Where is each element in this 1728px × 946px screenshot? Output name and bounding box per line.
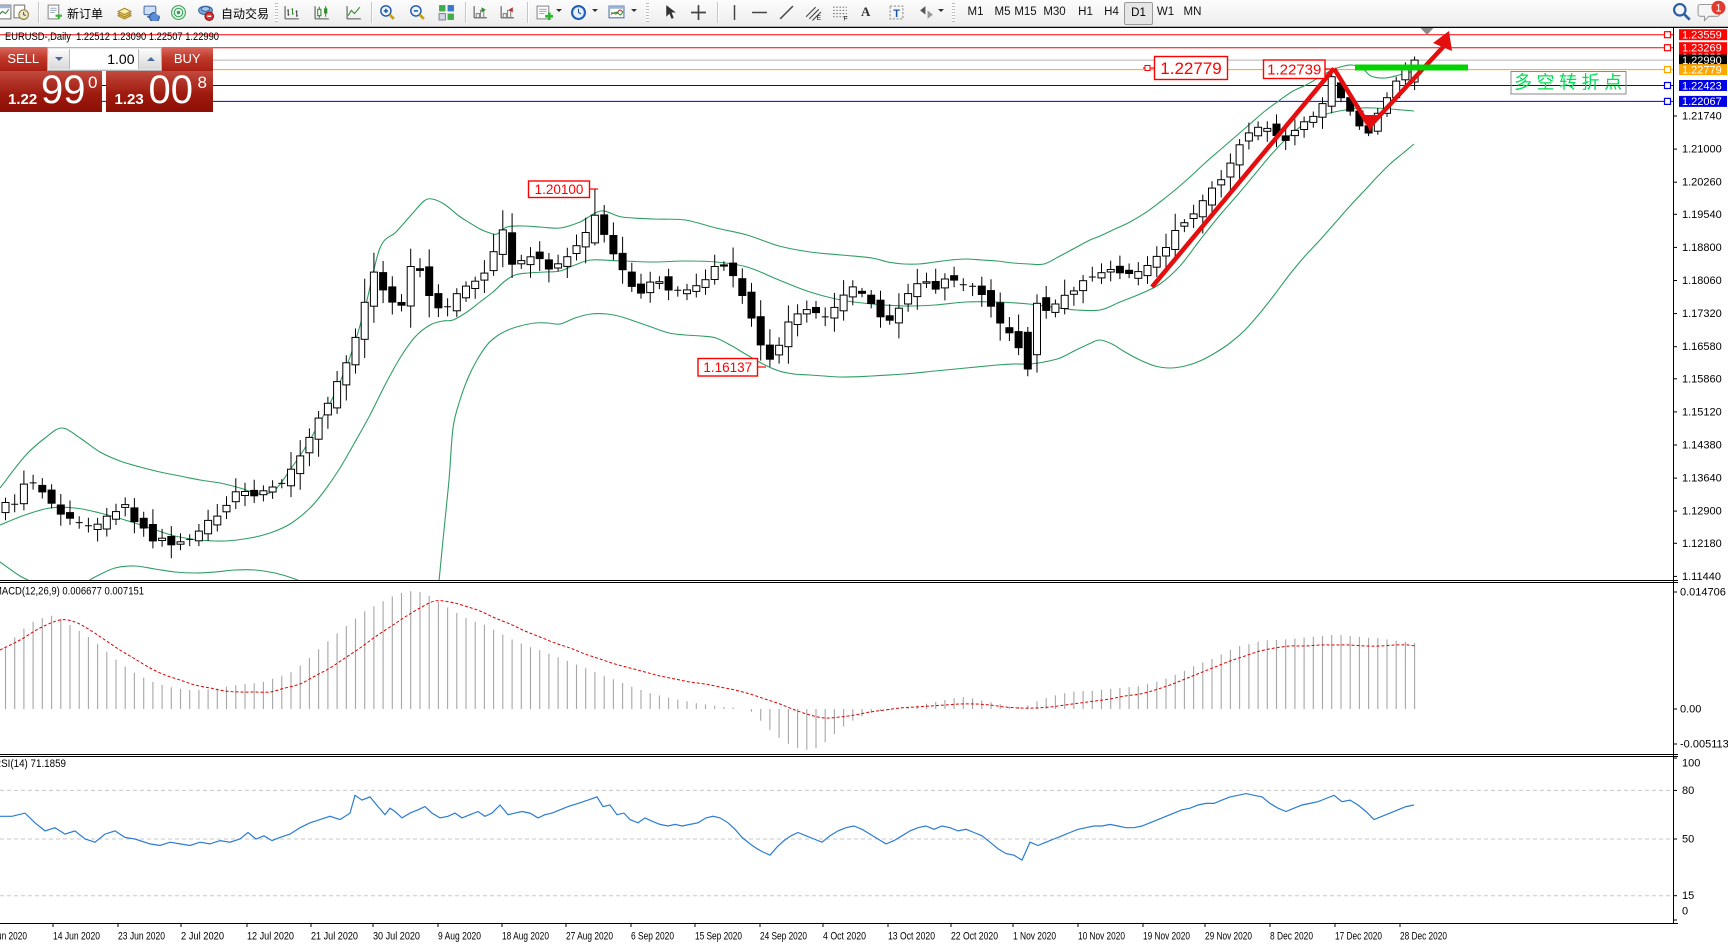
svg-text:1.12180: 1.12180 xyxy=(1682,538,1722,550)
svg-text:15: 15 xyxy=(1682,890,1694,902)
svg-text:1.22990: 1.22990 xyxy=(1682,55,1722,67)
svg-text:1.15120: 1.15120 xyxy=(1682,406,1722,418)
svg-text:100: 100 xyxy=(1682,758,1700,770)
svg-text:24 Sep 2020: 24 Sep 2020 xyxy=(760,931,807,943)
svg-text:29 Nov 2020: 29 Nov 2020 xyxy=(1205,931,1252,943)
svg-text:2 Jul 2020: 2 Jul 2020 xyxy=(181,931,224,943)
svg-text:1.22067: 1.22067 xyxy=(1682,96,1722,108)
svg-text:1.22779: 1.22779 xyxy=(1160,59,1221,78)
svg-text:50: 50 xyxy=(1682,834,1694,846)
svg-text:1.20100: 1.20100 xyxy=(535,182,584,197)
svg-text:un 2020: un 2020 xyxy=(0,931,27,943)
svg-text:18 Aug 2020: 18 Aug 2020 xyxy=(502,931,549,943)
svg-text:8 Dec 2020: 8 Dec 2020 xyxy=(1270,931,1313,943)
svg-text:1.22423: 1.22423 xyxy=(1682,80,1722,92)
svg-text:1.13640: 1.13640 xyxy=(1682,473,1722,485)
svg-text:1.18800: 1.18800 xyxy=(1682,242,1722,254)
svg-text:1.22779: 1.22779 xyxy=(1682,64,1722,76)
svg-text:80: 80 xyxy=(1682,785,1694,797)
svg-text:15 Sep 2020: 15 Sep 2020 xyxy=(695,931,742,943)
svg-text:28 Dec 2020: 28 Dec 2020 xyxy=(1400,931,1447,943)
svg-text:1.17320: 1.17320 xyxy=(1682,308,1722,320)
svg-text:1.16580: 1.16580 xyxy=(1682,341,1722,353)
svg-text:9 Aug 2020: 9 Aug 2020 xyxy=(438,931,481,943)
svg-text:23 Jun 2020: 23 Jun 2020 xyxy=(118,931,165,943)
svg-text:1.18060: 1.18060 xyxy=(1682,275,1722,287)
svg-text:0.00: 0.00 xyxy=(1680,704,1701,716)
svg-text:1: 1 xyxy=(1715,2,1721,14)
svg-text:1.15860: 1.15860 xyxy=(1682,373,1722,385)
svg-text:1.20260: 1.20260 xyxy=(1682,177,1722,189)
svg-text:1.19540: 1.19540 xyxy=(1682,209,1722,221)
svg-text:0.014706: 0.014706 xyxy=(1680,587,1726,599)
svg-text:1.11440: 1.11440 xyxy=(1682,571,1721,583)
svg-text:EURUSD-,Daily 1.22512 1.23090: EURUSD-,Daily 1.22512 1.23090 1.22507 1.… xyxy=(5,31,219,43)
svg-text:27 Aug 2020: 27 Aug 2020 xyxy=(566,931,613,943)
svg-text:12 Jul 2020: 12 Jul 2020 xyxy=(247,931,294,943)
svg-text:1.23269: 1.23269 xyxy=(1682,43,1722,55)
svg-text:1 Nov 2020: 1 Nov 2020 xyxy=(1013,931,1056,943)
svg-text:多空转折点: 多空转折点 xyxy=(1514,73,1622,93)
svg-text:1.14380: 1.14380 xyxy=(1682,440,1722,452)
svg-text:1.23559: 1.23559 xyxy=(1682,30,1722,42)
svg-text:-0.005113: -0.005113 xyxy=(1680,739,1728,751)
svg-text:1.22739: 1.22739 xyxy=(1267,62,1321,79)
svg-text:10 Nov 2020: 10 Nov 2020 xyxy=(1078,931,1125,943)
svg-text:13 Oct 2020: 13 Oct 2020 xyxy=(888,931,935,943)
svg-text:21 Jul 2020: 21 Jul 2020 xyxy=(311,931,358,943)
svg-text:MACD(12,26,9) 0.006677 0.00715: MACD(12,26,9) 0.006677 0.007151 xyxy=(0,586,144,598)
svg-text:T: T xyxy=(893,8,900,20)
svg-text:1.12900: 1.12900 xyxy=(1682,506,1722,518)
svg-text:30 Jul 2020: 30 Jul 2020 xyxy=(373,931,420,943)
svg-text:1.21000: 1.21000 xyxy=(1682,144,1722,156)
svg-text:RSI(14) 71.1859: RSI(14) 71.1859 xyxy=(0,758,66,770)
svg-text:22 Oct 2020: 22 Oct 2020 xyxy=(951,931,998,943)
svg-text:4 Oct 2020: 4 Oct 2020 xyxy=(823,931,866,943)
svg-text:0: 0 xyxy=(1682,906,1688,918)
svg-text:17 Dec 2020: 17 Dec 2020 xyxy=(1335,931,1382,943)
svg-text:6 Sep 2020: 6 Sep 2020 xyxy=(631,931,674,943)
svg-text:14 Jun 2020: 14 Jun 2020 xyxy=(53,931,100,943)
svg-text:F: F xyxy=(844,15,848,21)
svg-text:E: E xyxy=(817,15,821,21)
svg-text:1.16137: 1.16137 xyxy=(703,360,752,375)
svg-text:19 Nov 2020: 19 Nov 2020 xyxy=(1143,931,1190,943)
svg-text:1.21740: 1.21740 xyxy=(1682,111,1722,123)
